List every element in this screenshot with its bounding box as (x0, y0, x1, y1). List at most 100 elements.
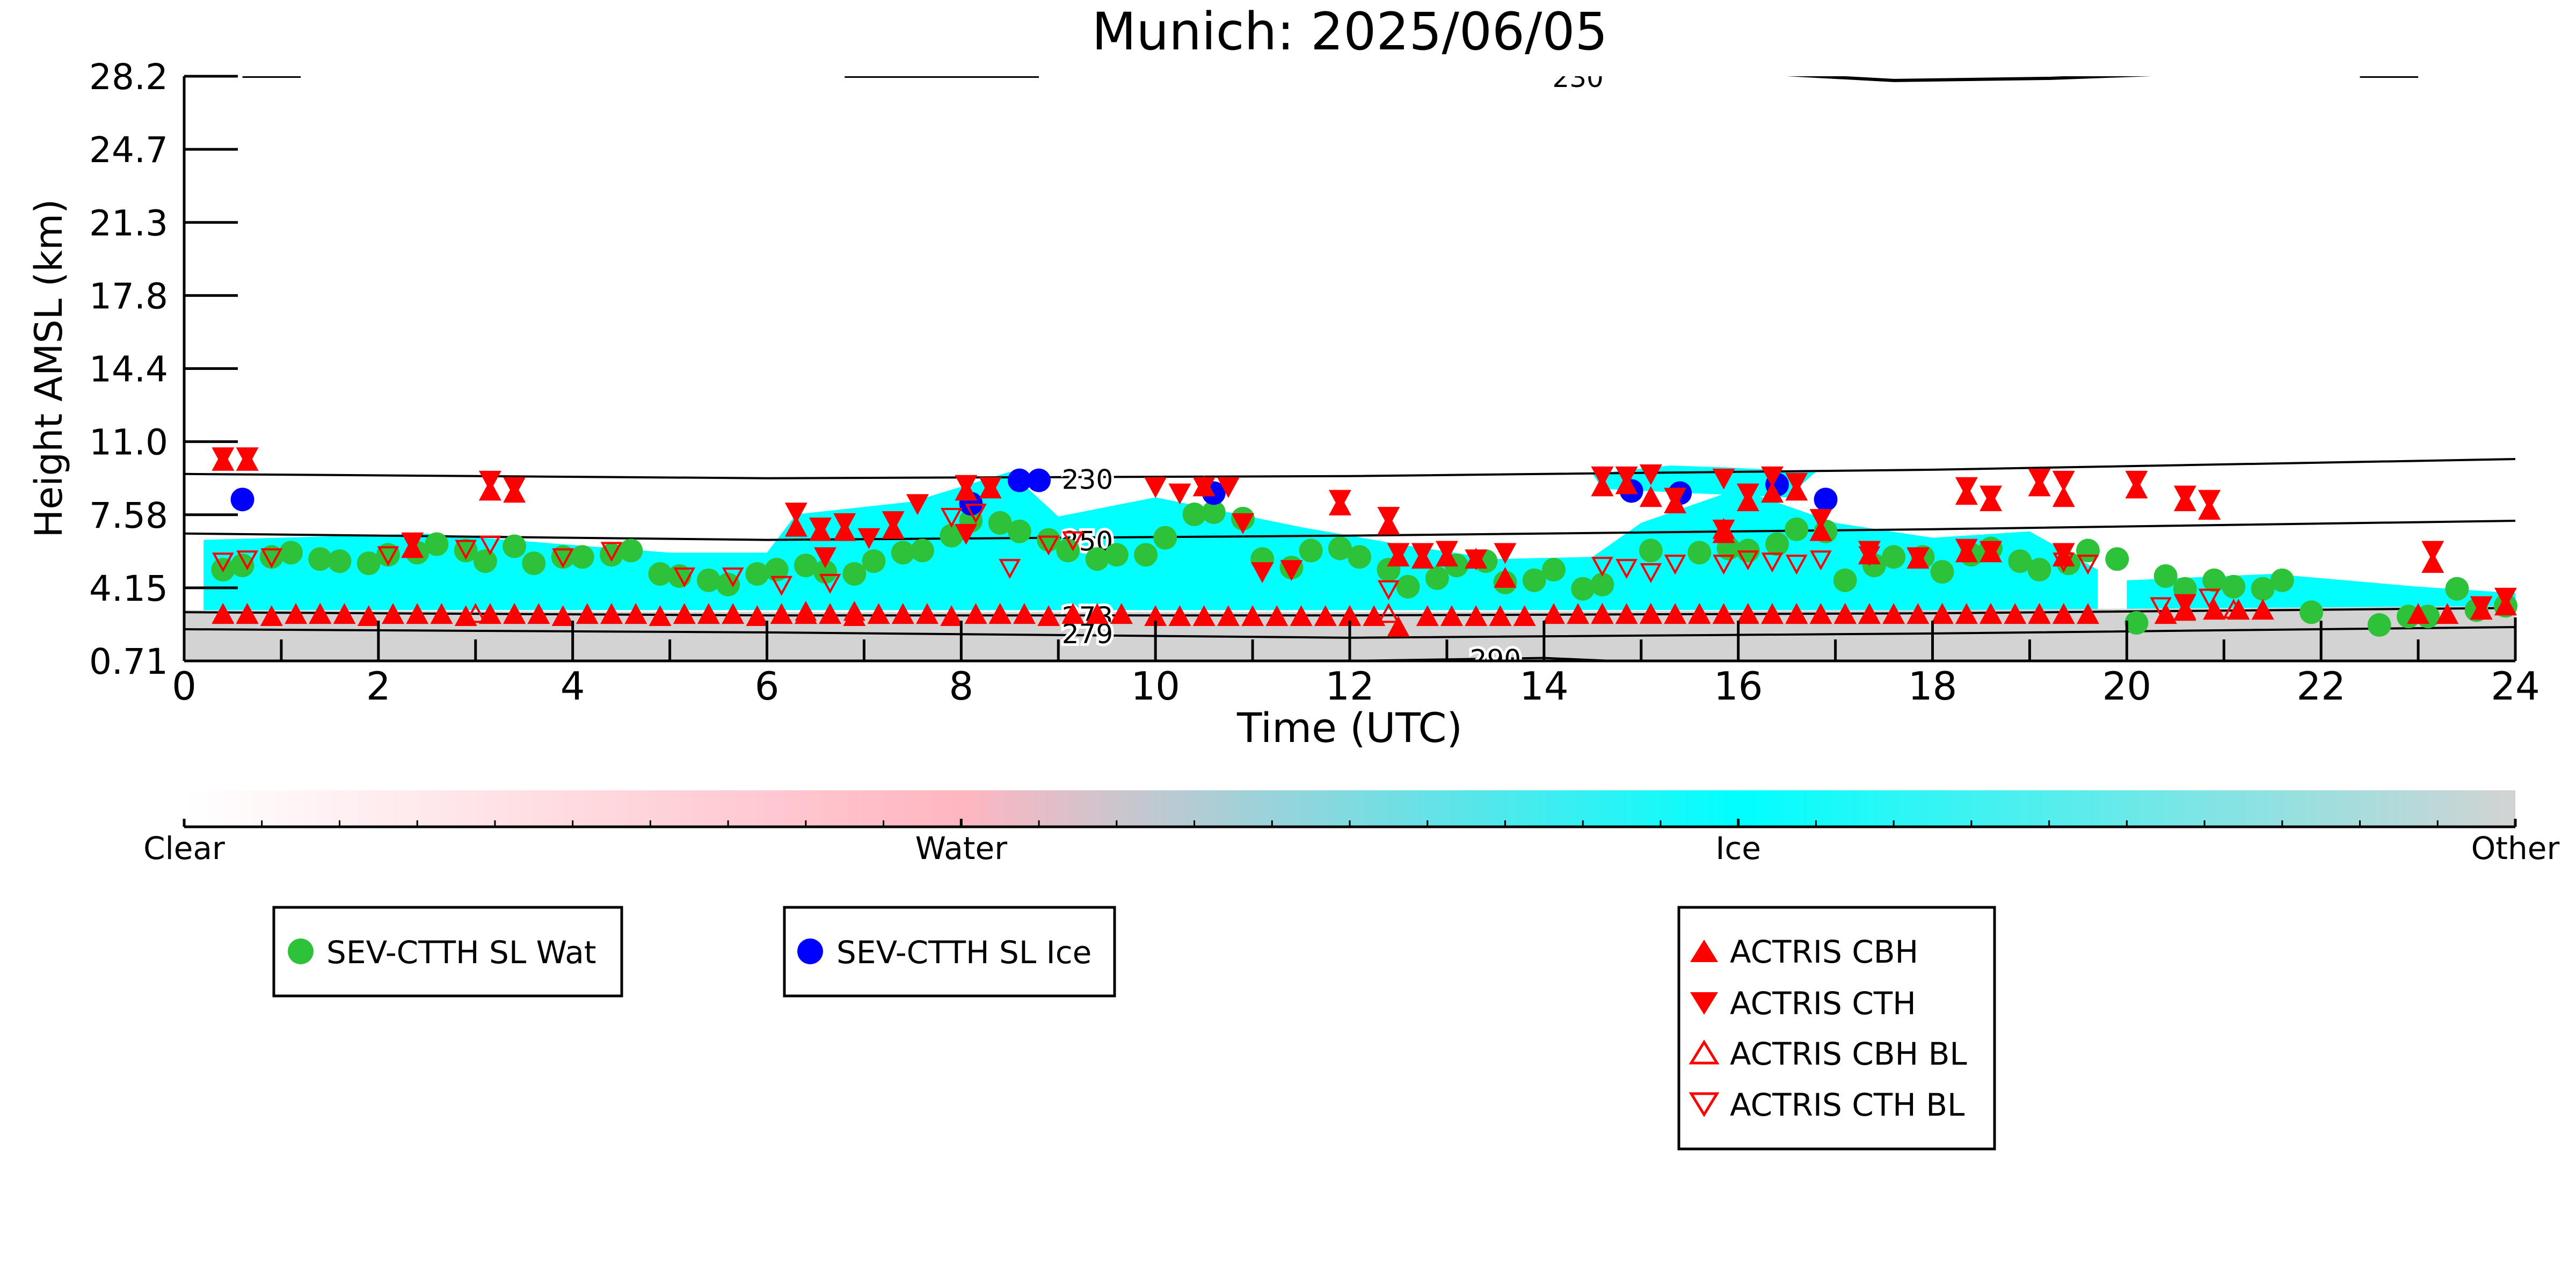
marker-actris-cbh-bl (1688, 603, 1711, 623)
marker-sev-wat (940, 523, 964, 548)
marker-actris-cth (2470, 596, 2493, 617)
legend-label-actris-cbh: ACTRIS CBH (1730, 934, 1918, 970)
marker-actris-cth (1387, 543, 1410, 564)
marker-actris-cbh (770, 603, 793, 624)
marker-actris-cbh (988, 603, 1012, 624)
marker-actris-cth-bl (2150, 597, 2172, 617)
marker-actris-cbh (551, 605, 574, 627)
marker-actris-cth (906, 494, 929, 515)
marker-sev-wat (2251, 577, 2275, 601)
marker-actris-cth (2052, 470, 2075, 492)
marker-actris-cbh (1192, 605, 1216, 627)
x-tick-label: 18 (1908, 664, 1958, 709)
x-tick-label: 8 (949, 664, 973, 709)
marker-actris-cth (1858, 541, 1881, 562)
marker-sev-wat (1571, 577, 1595, 601)
legend-box (272, 906, 623, 998)
marker-sev-wat (259, 545, 283, 569)
marker-actris-cbh-bl (1591, 603, 1613, 623)
x-tick-label: 16 (1714, 664, 1763, 709)
marker-actris-cth-bl (1037, 535, 1060, 556)
marker-actris-cth (1955, 539, 1978, 560)
marker-actris-cbh (236, 603, 259, 624)
marker-actris-cbh (1465, 605, 1488, 627)
marker-sev-wat (2300, 600, 2324, 624)
marker-actris-cbh (1736, 603, 1759, 624)
y-tick-label: 21.3 (89, 202, 168, 244)
y-tick-label: 28.2 (89, 56, 168, 98)
colorbar-label: Clear (143, 830, 225, 867)
marker-sev-wat (1328, 536, 1352, 561)
marker-actris-cth (1144, 477, 1167, 498)
marker-actris-cbh (1955, 603, 1978, 624)
marker-actris-cbh (1061, 603, 1085, 624)
marker-actris-cth (955, 523, 978, 545)
y-axis-label: Height AMSL (km) (27, 199, 71, 538)
marker-actris-cbh (843, 605, 866, 627)
marker-actris-cth (1377, 507, 1400, 528)
marker-actris-cbh (784, 515, 807, 537)
marker-actris-cbh (1037, 605, 1060, 627)
marker-actris-cth (2125, 470, 2148, 492)
marker-actris-cth-bl (455, 540, 477, 560)
marker-actris-cbh (2203, 599, 2226, 620)
colorbar-label: Ice (1715, 830, 1761, 867)
marker-actris-cbh (697, 603, 720, 624)
marker-actris-cth-bl (1858, 546, 1881, 566)
marker-sev-wat (356, 551, 381, 576)
marker-sev-wat (473, 549, 497, 573)
marker-actris-cbh (285, 603, 308, 624)
contour-label: 230 (1062, 464, 1113, 496)
marker-actris-cbh (964, 603, 987, 624)
marker-actris-cth (955, 475, 978, 496)
marker-actris-cth (401, 532, 424, 554)
legend-actris: ACTRIS CBH ACTRIS CTH ACTRIS CBH BL ACTR… (1677, 906, 1996, 1151)
marker-actris-cbh (1217, 605, 1240, 627)
marker-actris-cbh-bl (464, 603, 487, 623)
x-tick-label: 0 (172, 664, 197, 709)
marker-actris-cbh (600, 603, 623, 624)
marker-actris-cbh (1387, 616, 1410, 637)
marker-sev-wat (2270, 568, 2294, 592)
marker-actris-cth-bl (819, 573, 841, 594)
marker-actris-cbh (1809, 603, 1832, 624)
legend-marker-actris-cth (1690, 992, 1718, 1015)
marker-actris-cth (1809, 509, 1832, 530)
marker-actris-cth (236, 447, 259, 469)
marker-actris-cbh (1664, 603, 1687, 624)
marker-sev-wat (1348, 545, 1372, 569)
marker-sev-wat (1085, 547, 1109, 571)
marker-sev-wat (2222, 574, 2246, 599)
marker-actris-cbh (406, 603, 429, 624)
marker-actris-cth-bl (377, 546, 399, 566)
marker-sev-wat (376, 543, 400, 567)
marker-actris-cth (784, 503, 807, 524)
chart-title: Munich: 2025/06/05 (1092, 2, 1608, 62)
marker-actris-cth (1712, 468, 1735, 490)
x-tick-label: 22 (2296, 664, 2346, 709)
marker-actris-cbh (1314, 605, 1337, 627)
marker-actris-cth-bl (999, 559, 1021, 579)
marker-sev-wat (2153, 564, 2178, 588)
x-tick-label: 2 (366, 664, 391, 709)
marker-actris-cbh (260, 605, 283, 627)
marker-sev-ice (1007, 468, 1031, 492)
marker-actris-cbh (1688, 603, 1711, 624)
marker-actris-cbh (1086, 603, 1109, 624)
marker-actris-cbh (1882, 603, 1905, 624)
marker-actris-cbh (673, 603, 696, 624)
marker-actris-cth (1906, 547, 1930, 569)
y-tick-label: 24.7 (89, 129, 168, 171)
marker-actris-cbh (1290, 605, 1313, 627)
marker-actris-cbh (2407, 603, 2430, 624)
marker-sev-wat (1104, 543, 1129, 567)
marker-actris-cth (1494, 543, 1517, 564)
marker-actris-cbh (2052, 486, 2075, 507)
marker-sev-wat (696, 568, 721, 592)
marker-actris-cth-bl (1713, 555, 1735, 575)
marker-actris-cth-bl (1906, 548, 1929, 569)
x-tick-label: 20 (2102, 664, 2152, 709)
marker-sev-wat (1930, 560, 1954, 584)
marker-sev-wat (1785, 517, 1809, 541)
marker-sev-wat (503, 534, 527, 558)
